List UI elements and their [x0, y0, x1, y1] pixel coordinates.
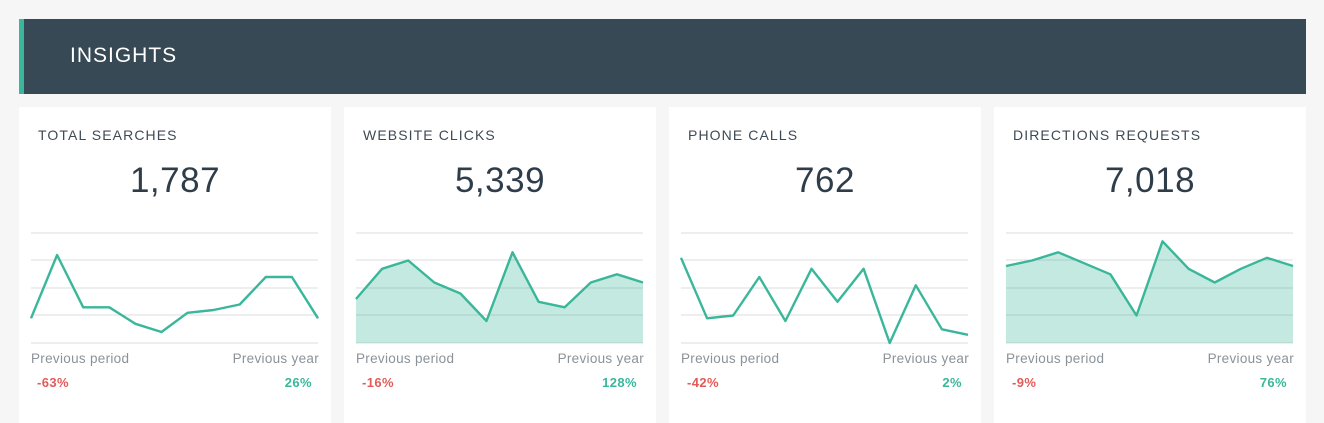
previous-year-label: Previous year [882, 351, 969, 366]
previous-period-label: Previous period [1006, 351, 1105, 366]
card-value: 762 [795, 161, 855, 200]
previous-period-label: Previous period [356, 351, 455, 366]
sparkline-line [355, 251, 644, 323]
previous-period-label: Previous period [681, 351, 780, 366]
card-website-clicks: WEBSITE CLICKS 5,339 Previous period Pre… [344, 107, 656, 423]
card-phone-calls: PHONE CALLS 762 Previous period Previous… [669, 107, 981, 423]
sparkline-chart [679, 232, 969, 345]
previous-period-value: -63% [37, 375, 69, 390]
card-title: WEBSITE CLICKS [363, 127, 496, 143]
previous-year-label: Previous year [1207, 351, 1294, 366]
previous-year-value: 128% [602, 375, 637, 390]
sparkline-line [1005, 240, 1294, 317]
insights-header: INSIGHTS [19, 19, 1306, 94]
sparkline-line [29, 253, 320, 334]
sparkline-area [356, 252, 643, 343]
sparkline-chart [29, 232, 320, 344]
sparkline-area [1006, 241, 1293, 343]
previous-period-value: -9% [1012, 375, 1037, 390]
previous-year-label: Previous year [232, 351, 319, 366]
card-directions-requests: DIRECTIONS REQUESTS 7,018 Previous perio… [994, 107, 1306, 423]
previous-year-label: Previous year [557, 351, 644, 366]
previous-period-value: -16% [362, 375, 394, 390]
card-value: 5,339 [454, 161, 546, 200]
previous-period-value: -42% [687, 375, 719, 390]
previous-year-value: 26% [284, 375, 312, 390]
card-title: PHONE CALLS [688, 127, 799, 143]
insight-cards: TOTAL SEARCHES 1,787 Previous period Pre… [19, 107, 1306, 423]
previous-year-value: 76% [1259, 375, 1287, 390]
header-title: INSIGHTS [70, 44, 178, 67]
sparkline-line [679, 257, 969, 345]
sparkline-chart [355, 232, 644, 344]
previous-period-label: Previous period [31, 351, 130, 366]
card-value: 1,787 [129, 161, 221, 200]
card-title: DIRECTIONS REQUESTS [1013, 127, 1202, 143]
card-value: 7,018 [1104, 161, 1196, 200]
sparkline-chart [1005, 232, 1294, 344]
card-title: TOTAL SEARCHES [38, 127, 178, 143]
previous-year-value: 2% [942, 375, 962, 390]
card-total-searches: TOTAL SEARCHES 1,787 Previous period Pre… [19, 107, 331, 423]
